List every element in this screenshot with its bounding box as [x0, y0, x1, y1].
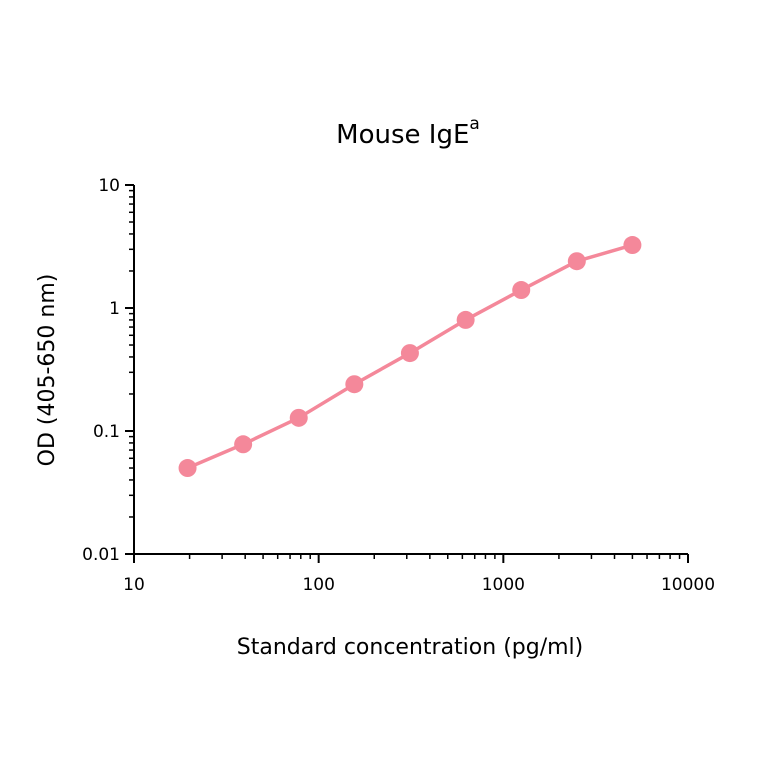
y-tick-label: 0.1 — [93, 422, 120, 442]
x-tick-label: 10000 — [661, 575, 715, 595]
x-axis-label: Standard concentration (pg/ml) — [237, 635, 584, 660]
x-tick-label: 1000 — [482, 575, 525, 595]
data-point — [512, 281, 531, 300]
x-tick-label: 100 — [302, 575, 334, 595]
data-point — [178, 459, 197, 478]
y-axis-label: OD (405-650 nm) — [35, 274, 60, 467]
data-point — [400, 344, 419, 363]
chart-title-superscript: a — [469, 114, 479, 134]
tick-labels: 10 100 1000 10000 0.01 0.1 1 10 — [82, 176, 715, 595]
data-point — [567, 252, 586, 271]
series — [178, 236, 642, 478]
chart-title-main: Mouse IgE — [336, 120, 469, 150]
y-tick-label: 0.01 — [82, 545, 120, 565]
x-tick-label: 10 — [123, 575, 145, 595]
chart-title: Mouse IgEa — [336, 114, 480, 150]
data-point — [289, 408, 308, 427]
axes — [133, 185, 688, 555]
data-point — [456, 310, 475, 329]
ticks — [125, 184, 689, 563]
y-tick-label: 10 — [98, 176, 120, 196]
data-point — [345, 375, 364, 394]
data-point — [234, 435, 253, 454]
data-point — [623, 236, 642, 255]
y-tick-label: 1 — [109, 299, 120, 319]
